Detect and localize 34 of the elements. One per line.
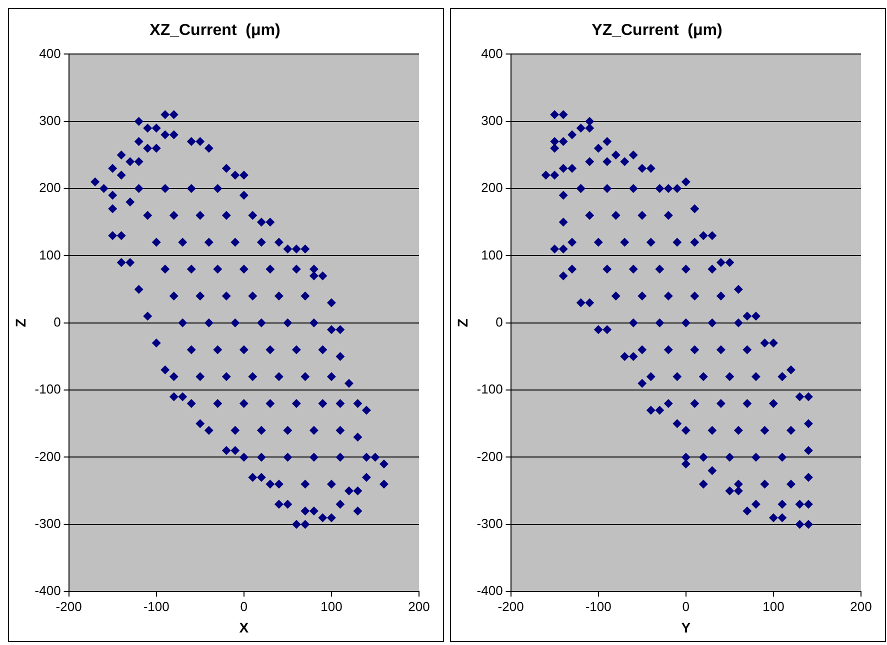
x-tick-label: -100 (585, 598, 612, 614)
y-tick-label: 400 (481, 46, 503, 61)
y-tick-label: 300 (481, 112, 503, 128)
y-tick-label: -200 (476, 448, 503, 464)
x-tick-label: -200 (498, 598, 524, 614)
y-tick-label: 300 (39, 112, 61, 128)
y-tick-label: -200 (34, 448, 61, 464)
x-tick-label: 200 (408, 598, 430, 614)
y-tick-label: 0 (54, 314, 61, 330)
x-tick-label: 200 (850, 598, 872, 614)
x-axis-title: Y (681, 619, 692, 636)
y-tick-label: 200 (481, 180, 503, 196)
y-axis-title: Z (454, 318, 470, 328)
y-tick-label: -400 (34, 583, 61, 598)
y-tick-label: -300 (476, 516, 503, 532)
x-tick-label: 100 (320, 598, 342, 614)
y-tick-label: -300 (34, 516, 61, 532)
x-tick-label: 0 (240, 598, 248, 614)
x-axis-title: X (239, 619, 250, 636)
x-tick-label: -200 (56, 598, 82, 614)
y-tick-label: -100 (476, 382, 503, 397)
y-tick-label: -100 (34, 382, 61, 397)
x-tick-label: 0 (682, 598, 690, 614)
y-tick-label: 100 (39, 247, 61, 262)
y-tick-label: 200 (39, 180, 61, 196)
chart-title: XZ_Current (μm) (150, 22, 280, 40)
y-axis-title: Z (12, 318, 28, 328)
y-tick-label: 100 (481, 247, 503, 262)
y-tick-label: 400 (39, 46, 61, 61)
y-tick-label: 0 (496, 314, 503, 330)
x-tick-label: 100 (762, 598, 784, 614)
x-tick-label: -100 (143, 598, 170, 614)
y-tick-label: -400 (476, 583, 503, 598)
chart-title: YZ_Current (μm) (592, 22, 722, 40)
